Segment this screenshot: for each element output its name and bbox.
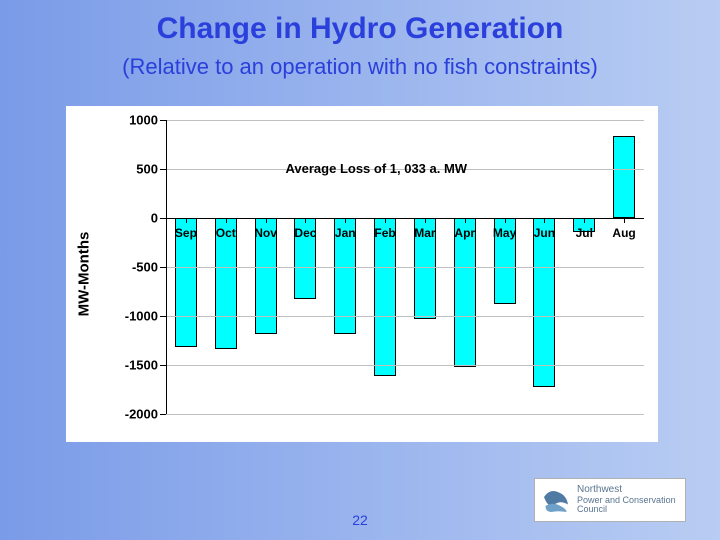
gridline xyxy=(166,316,644,317)
y-axis-title: MW-Months xyxy=(76,232,93,317)
x-tick-label: Oct xyxy=(216,226,236,240)
x-tick-label: May xyxy=(493,226,516,240)
page-subtitle: (Relative to an operation with no fish c… xyxy=(0,54,720,80)
logo-line: Council xyxy=(577,505,676,514)
x-tick-label: Aug xyxy=(612,226,635,240)
y-tick-label: 0 xyxy=(110,211,158,226)
chart-annotation: Average Loss of 1, 033 a. MW xyxy=(286,161,468,176)
y-tick-label: -1500 xyxy=(110,358,158,373)
x-tick-label: Feb xyxy=(374,226,395,240)
x-tick-label: Jul xyxy=(576,226,593,240)
bar xyxy=(613,136,635,218)
bar xyxy=(374,218,396,376)
bar xyxy=(454,218,476,367)
x-tick-label: Jun xyxy=(534,226,555,240)
gridline xyxy=(166,120,644,121)
x-tick-label: Dec xyxy=(294,226,316,240)
page-title: Change in Hydro Generation xyxy=(0,12,720,46)
gridline xyxy=(166,414,644,415)
y-tick-label: -2000 xyxy=(110,407,158,422)
gridline xyxy=(166,267,644,268)
x-tick-label: Apr xyxy=(454,226,475,240)
bar xyxy=(533,218,555,387)
y-tick-label: 500 xyxy=(110,162,158,177)
gridline xyxy=(166,365,644,366)
x-tick-label: Sep xyxy=(175,226,197,240)
y-tick-label: -500 xyxy=(110,260,158,275)
x-tick-label: Jan xyxy=(335,226,356,240)
chart-container: MW-Months -2000 -1500 -1000 -500 0 500 1000 Sep… xyxy=(66,106,658,442)
page-number: 22 xyxy=(352,512,368,528)
npcc-logo-text: Northwest Power and Conservation Council xyxy=(577,485,676,514)
plot-area: -2000-1500-1000-50005001000SepOctNovDecJ… xyxy=(166,120,644,414)
y-tick-label: -1000 xyxy=(110,309,158,324)
npcc-logo-mark xyxy=(541,485,571,515)
y-tick-label: 1000 xyxy=(110,113,158,128)
x-tick-label: Mar xyxy=(414,226,435,240)
x-tick-label: Nov xyxy=(254,226,277,240)
npcc-logo: Northwest Power and Conservation Council xyxy=(534,478,686,522)
